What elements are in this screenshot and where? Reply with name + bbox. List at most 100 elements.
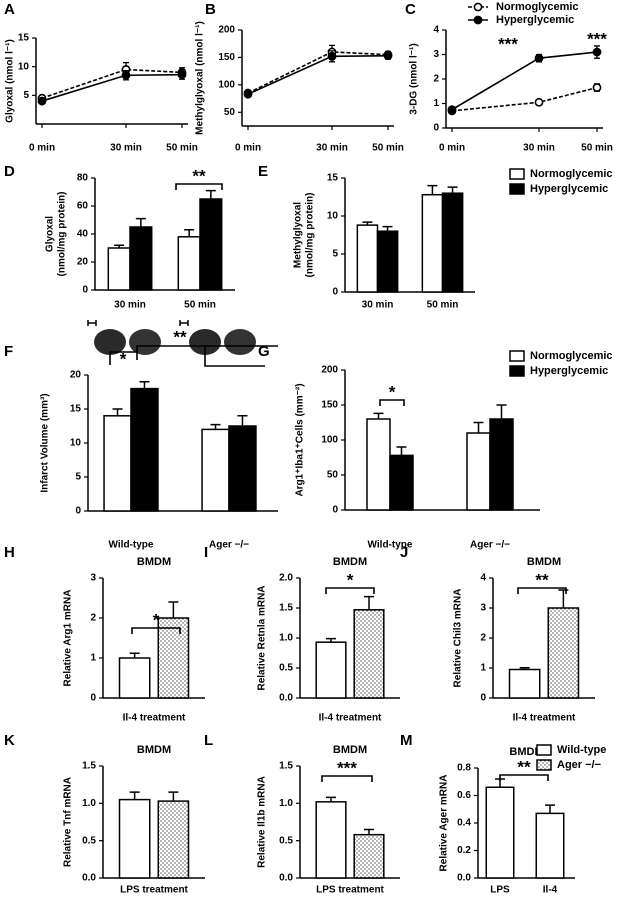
significance-label: * [389,382,396,401]
y-tick-label: 0 [90,693,96,704]
y-tick-label: 100 [218,79,235,90]
y-axis-label: Relative Chil3 mRNA [453,589,464,688]
bar [441,192,464,293]
y-tick-label: 3 [433,49,439,60]
y-axis-label: (nmol/mg protein) [305,193,316,278]
data-point [37,96,47,106]
y-tick-label: 0.5 [82,835,96,846]
y-tick-label: 2 [433,74,439,85]
error-bar [139,381,150,389]
bar [485,786,515,879]
y-tick-label: 0.2 [457,845,471,856]
chart-title: BMDM [509,746,543,758]
x-tick-label: Wild-type [368,540,413,551]
y-tick-label: 15 [18,33,30,44]
error-bar [168,601,179,618]
significance-bracket [325,587,375,594]
significance-label: ** [173,327,187,346]
y-tick-label: 1 [90,653,96,664]
y-tick-label: 1.5 [279,603,293,614]
error-bar [558,589,569,608]
x-tick-label: 30 min [523,143,555,154]
error-bar [168,791,179,802]
significance-bracket [499,774,549,781]
legend-marker [473,15,483,25]
bar [157,800,190,879]
error-bar [496,404,507,419]
y-tick-label: 1 [433,98,439,109]
legend-swatch [536,744,552,756]
y-tick-label: 2.0 [279,573,293,584]
x-tick-label: 0 min [235,143,261,154]
bar [177,236,201,291]
y-tick-label: 15 [327,173,339,184]
error-bar [473,421,484,433]
panel-letter: I [204,544,208,561]
error-bar [447,186,458,194]
data-point [383,51,393,61]
y-axis-label: Methylglyoxal [293,202,304,268]
data-point [243,89,253,99]
y-tick-label: 3 [480,603,486,614]
error-bar [205,189,216,199]
y-tick-label: 0.0 [279,873,293,884]
y-axis-label: Relative Tnf mRNA [63,777,74,867]
error-bar [545,804,555,814]
panel-letter: E [258,163,268,180]
y-tick-label: 4 [433,25,439,36]
y-axis-label: 3-DG (nmol l⁻¹) [409,43,420,114]
bar [353,609,385,699]
panel-letter: J [400,544,408,561]
chart-title: BMDM [333,744,367,756]
error-bar [396,446,407,456]
x-tick-label: LPS [490,885,510,896]
y-tick-label: 2 [480,633,486,644]
y-tick-label: 0 [332,287,338,298]
x-tick-label: 0 min [29,143,55,154]
legend-label: Normoglycemic [530,350,613,362]
y-axis-label: Methylglyoxal (nmol l⁻¹) [195,21,206,135]
y-tick-label: 5 [332,249,338,260]
data-point [447,105,457,115]
x-tick-label: 30 min [316,143,348,154]
x-tick-label: Il-4 [543,885,558,896]
significance-bracket [321,775,373,782]
panel-letter: M [400,732,413,749]
y-axis-label: Glyoxal [45,216,56,252]
x-tick-label: 30 min [114,300,146,311]
data-point [534,53,544,63]
y-tick-label: 1.0 [279,798,293,809]
y-tick-label: 2 [90,613,96,624]
x-tick-label: Ager −/− [209,540,249,551]
legend-swatch [536,759,552,771]
legend-swatch [509,350,525,362]
series-line [247,51,389,94]
legend-swatch [509,365,525,377]
bar [389,454,414,511]
y-tick-label: 0 [82,285,88,296]
error-bar [112,408,123,416]
significance-label: ** [535,570,549,589]
data-point [177,70,187,80]
y-axis-label: Relative Ager mRNA [439,775,450,872]
y-tick-label: 0.0 [279,693,293,704]
panel-letter: K [4,732,15,749]
panel-letter: H [4,544,15,561]
y-tick-label: 0.5 [279,835,293,846]
legend-swatch [509,168,525,180]
x-axis-label: Il-4 treatment [319,713,382,724]
y-tick-label: 10 [70,438,82,449]
error-bar [373,412,384,419]
bar [107,247,131,291]
significance-bracket [175,183,223,190]
bar [199,198,223,291]
x-tick-label: 50 min [581,143,613,154]
panel-letter: B [205,1,216,18]
error-bar [364,595,374,610]
y-tick-label: 0.0 [82,873,96,884]
bar [421,193,444,293]
significance-label: *** [587,29,607,48]
significance-label: ** [517,757,531,776]
significance-label: * [347,570,354,589]
bar [129,226,153,291]
